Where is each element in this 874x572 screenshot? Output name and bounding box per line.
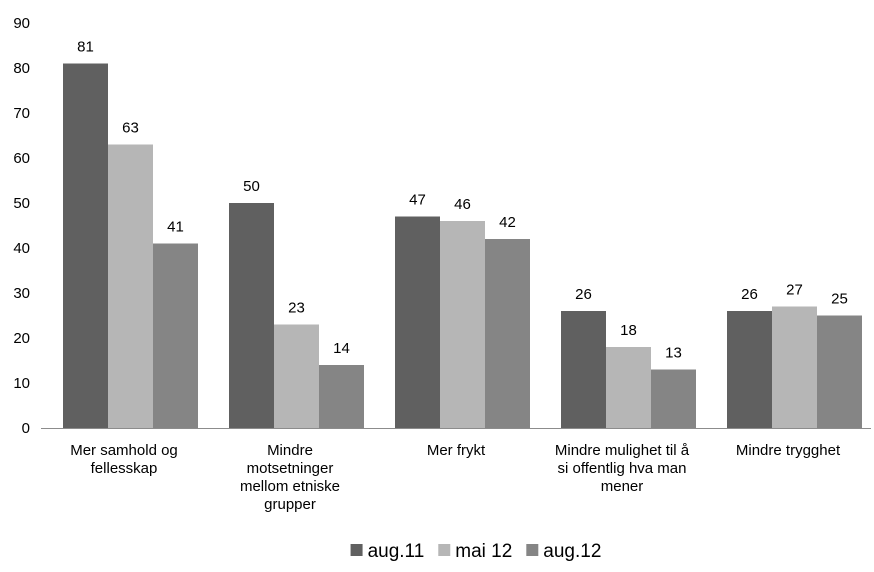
data-label-1-3: 47 [409, 192, 426, 209]
legend-label-2: mai 12 [455, 541, 512, 562]
y-tick-label-60: 60 [13, 150, 30, 167]
data-label-3-1: 41 [167, 219, 184, 236]
bar-1-5 [727, 311, 772, 428]
bar-1-2 [229, 203, 274, 428]
data-label-2-4: 18 [620, 322, 637, 339]
category-label-2: Mindre motsetninger mellom etniske grupper [240, 442, 340, 513]
bar-2-2 [274, 324, 319, 428]
bar-2-4 [606, 347, 651, 428]
legend-swatch-1 [350, 544, 363, 556]
bar-1-3 [395, 216, 440, 428]
data-label-2-2: 23 [288, 300, 305, 317]
bar-3-3 [485, 239, 530, 428]
data-label-3-5: 25 [831, 291, 848, 308]
bar-3-4 [651, 369, 696, 428]
y-tick-label-20: 20 [13, 330, 30, 347]
data-labels: 81 50 47 26 26 63 23 46 18 27 41 14 42 13 25 [77, 39, 848, 362]
y-tick-label-40: 40 [13, 240, 30, 257]
category-label-1: Mer samhold og fellesskap [70, 442, 178, 477]
data-label-1-5: 26 [741, 286, 758, 303]
legend: aug.11 mai 12 aug.12 [350, 541, 601, 562]
legend-swatch-2 [438, 544, 451, 556]
bars [63, 63, 862, 428]
data-label-1-1: 81 [77, 39, 94, 56]
y-tick-label-50: 50 [13, 195, 30, 212]
data-label-1-4: 26 [575, 286, 592, 303]
bar-1-1 [63, 63, 108, 428]
data-label-2-1: 63 [122, 120, 139, 137]
y-tick-label-80: 80 [13, 60, 30, 77]
data-label-2-3: 46 [454, 196, 471, 213]
data-label-3-4: 13 [665, 345, 682, 362]
data-label-2-5: 27 [786, 282, 803, 299]
category-labels: Mer samhold og fellesskap Mindre motsetning… [70, 442, 841, 513]
bar-2-3 [440, 221, 485, 428]
data-label-1-2: 50 [243, 178, 260, 195]
bar-3-2 [319, 365, 364, 428]
y-axis-tick-labels: 0 10 20 30 40 50 60 70 80 90 [13, 15, 30, 437]
bar-2-1 [108, 144, 153, 428]
category-label-3: Mer frykt [427, 442, 486, 459]
y-tick-label-70: 70 [13, 105, 30, 122]
bar-3-1 [153, 243, 198, 428]
legend-swatch-3 [526, 544, 539, 556]
y-tick-label-0: 0 [22, 420, 30, 437]
y-tick-label-30: 30 [13, 285, 30, 302]
legend-label-1: aug.11 [368, 541, 425, 562]
y-tick-label-10: 10 [13, 375, 30, 392]
y-tick-label-90: 90 [13, 15, 30, 32]
bar-3-5 [817, 315, 862, 428]
category-label-5: Mindre trygghet [736, 442, 841, 459]
bar-1-4 [561, 311, 606, 428]
category-label-4: Mindre mulighet til å si offentlig hva ma… [555, 442, 690, 495]
bar-2-5 [772, 306, 817, 428]
legend-label-3: aug.12 [543, 541, 601, 562]
data-label-3-3: 42 [499, 214, 516, 231]
data-label-3-2: 14 [333, 340, 350, 357]
